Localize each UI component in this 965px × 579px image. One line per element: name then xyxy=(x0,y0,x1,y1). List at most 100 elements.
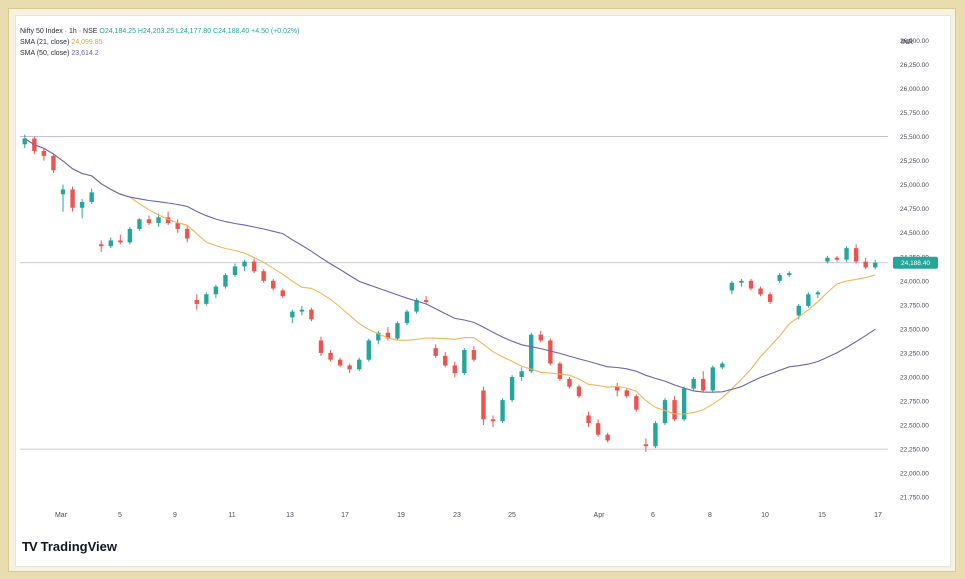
candle-body xyxy=(595,423,601,435)
candle-body xyxy=(251,261,257,272)
candle-body xyxy=(500,400,505,422)
chart-legend: Nifty 50 Index · 1h · NSE O24,184.25 H24… xyxy=(20,26,299,59)
candle-body xyxy=(213,286,219,295)
sma21-value: 24,099.85 xyxy=(71,39,103,46)
symbol-label: Nifty 50 Index · 1h · NSE xyxy=(20,28,98,35)
x-tick-label: 25 xyxy=(508,512,516,519)
x-tick-label: 9 xyxy=(173,512,177,519)
candle-body xyxy=(414,300,419,312)
candle-body xyxy=(605,434,610,441)
candle-body xyxy=(70,189,75,208)
candle-body xyxy=(701,378,706,391)
x-tick-label: 23 xyxy=(453,512,461,519)
chart-panel xyxy=(15,15,951,567)
candle-body xyxy=(309,309,314,320)
candle-body xyxy=(624,390,629,397)
x-tick-label: 10 xyxy=(761,512,769,519)
card-frame xyxy=(8,8,956,572)
y-axis-currency: INR xyxy=(901,39,913,46)
candle-body xyxy=(471,350,477,360)
candle-body xyxy=(787,273,792,276)
candle-body xyxy=(653,423,658,447)
candle-body xyxy=(433,348,438,356)
last-price-badge xyxy=(893,256,938,269)
candle-body xyxy=(519,371,524,377)
y-tick-label: 25,250.00 xyxy=(900,158,929,165)
candle-body xyxy=(490,419,496,422)
legend-row-sma50: SMA (50, close) 23,614.2 xyxy=(20,48,299,59)
candle-body xyxy=(290,311,295,318)
ohlc-readout: O24,184.25 H24,203.25 L24,177.80 C24,188… xyxy=(99,28,300,35)
candle-body xyxy=(60,189,66,195)
candle-body xyxy=(767,294,773,302)
candle-body xyxy=(194,300,199,304)
y-tick-label: 26,250.00 xyxy=(900,62,929,69)
candle-body xyxy=(137,219,142,229)
candle-body xyxy=(853,248,859,262)
candle-body xyxy=(395,323,400,339)
x-tick-label: 17 xyxy=(874,512,882,519)
candle-body xyxy=(318,340,324,353)
candle-body xyxy=(576,386,582,397)
candle-body xyxy=(529,334,534,372)
candle-body xyxy=(242,261,247,267)
candle-body xyxy=(165,217,171,224)
sma21-label: SMA (21, close) xyxy=(20,39,70,46)
candle-body xyxy=(873,262,878,268)
candle-body xyxy=(509,376,515,401)
candle-body xyxy=(462,350,467,374)
x-tick-label: 17 xyxy=(341,512,349,519)
x-tick-label: 11 xyxy=(228,512,235,519)
y-tick-label: 24,750.00 xyxy=(900,206,929,213)
candle-body xyxy=(710,367,715,391)
candle-body xyxy=(185,228,190,239)
candle-body xyxy=(796,305,801,316)
candle-body xyxy=(481,390,486,420)
y-tick-label: 23,500.00 xyxy=(900,326,929,333)
last-price-label: 24,188.40 xyxy=(901,260,930,267)
candle-body xyxy=(423,300,429,302)
y-tick-label: 24,000.00 xyxy=(900,278,929,285)
candle-body xyxy=(844,248,849,260)
candle-body xyxy=(634,396,639,410)
candle-body xyxy=(175,223,180,229)
x-tick-label: 8 xyxy=(708,512,712,519)
candle-body xyxy=(118,240,123,243)
y-tick-label: 22,750.00 xyxy=(900,399,929,406)
candle-body xyxy=(385,332,391,339)
y-tick-label: 22,250.00 xyxy=(900,447,929,454)
y-tick-label: 23,250.00 xyxy=(900,350,929,357)
candle-body xyxy=(567,378,572,387)
candle-body xyxy=(548,340,553,364)
candle-body xyxy=(89,192,94,202)
y-tick-label: 21,750.00 xyxy=(900,495,929,502)
x-tick-label: 15 xyxy=(818,512,826,519)
y-tick-label: 22,500.00 xyxy=(900,423,929,430)
candle-body xyxy=(538,334,543,341)
candle-body xyxy=(748,280,754,289)
x-tick-label: 13 xyxy=(286,512,294,519)
tradingview-mark-icon: TV xyxy=(22,539,38,554)
sma50-label: SMA (50, close) xyxy=(20,50,70,57)
candle-body xyxy=(328,352,333,360)
candle-body xyxy=(299,309,305,312)
y-tick-label: 25,750.00 xyxy=(900,110,929,117)
candle-body xyxy=(347,365,352,370)
tradingview-logo[interactable]: TV TradingView xyxy=(22,539,117,554)
sma50-line xyxy=(24,138,876,393)
x-tick-label: 19 xyxy=(397,512,405,519)
candle-body xyxy=(366,340,371,360)
candle-body xyxy=(146,219,152,224)
x-tick-label: Apr xyxy=(594,512,606,519)
candle-body xyxy=(615,386,620,391)
candle-body xyxy=(452,365,457,374)
candle-body xyxy=(720,363,725,368)
sma21-line xyxy=(24,138,876,415)
candle-body xyxy=(280,290,285,297)
y-tick-label: 26,500.00 xyxy=(900,38,929,45)
x-tick-label: 6 xyxy=(651,512,655,519)
x-tick-label: 5 xyxy=(118,512,122,519)
candle-body xyxy=(777,275,782,281)
candle-body xyxy=(739,280,744,283)
